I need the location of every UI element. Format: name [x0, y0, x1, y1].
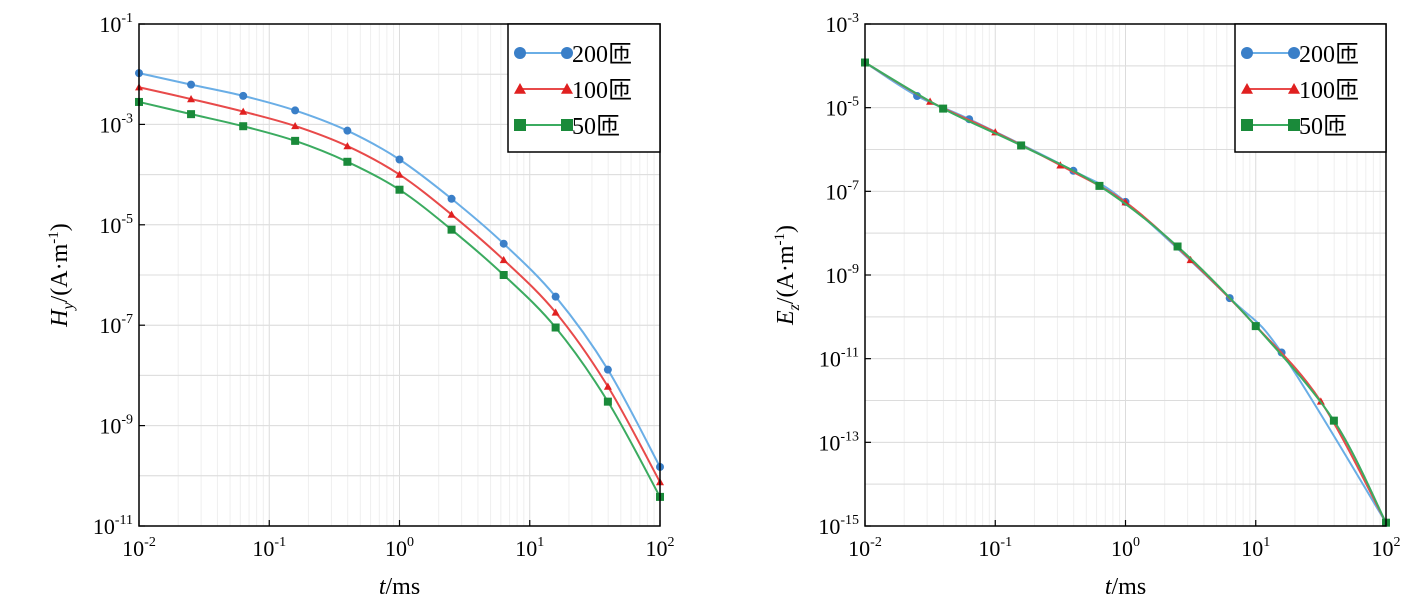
data-point [291, 136, 300, 145]
legend-entry: 100匝 [514, 78, 632, 104]
y-axis-label: Hy/(A·m-1) [46, 223, 77, 328]
x-tick-label: 10-1 [978, 535, 1012, 561]
x-axis-label: t/ms [379, 574, 420, 600]
data-point [551, 292, 560, 301]
data-point [447, 210, 456, 218]
data-point [187, 110, 196, 119]
data-point [551, 323, 560, 332]
legend-entry: 100匝 [1241, 78, 1359, 104]
data-point [1241, 119, 1253, 131]
data-point [514, 119, 526, 131]
series-line [138, 86, 661, 483]
data-point [395, 185, 404, 194]
data-point [514, 83, 526, 94]
data-point [395, 170, 404, 178]
data-point [187, 95, 196, 103]
data-point [603, 365, 612, 374]
data-point [447, 194, 456, 203]
y-tick-label: 10-11 [93, 513, 133, 539]
legend: 200匝 100匝 50匝 [1234, 23, 1387, 153]
data-point [551, 308, 560, 316]
legend-label: 100匝 [572, 78, 632, 104]
legend-label: 50匝 [572, 114, 620, 140]
y-tick-label: 10-9 [99, 413, 133, 439]
legend-entry: 50匝 [1241, 114, 1347, 140]
data-point [1288, 83, 1300, 94]
data-point [1241, 47, 1253, 59]
x-tick-label: 101 [515, 535, 544, 561]
legend-label: 100匝 [1299, 78, 1359, 104]
x-tick-label: 100 [1111, 535, 1140, 561]
data-point [499, 239, 508, 248]
data-point [343, 157, 352, 166]
y-tick-label: 10-5 [99, 212, 133, 238]
data-point [1288, 119, 1300, 131]
legend-label: 200匝 [1299, 42, 1359, 68]
data-point [239, 91, 248, 100]
data-point [603, 397, 612, 406]
data-point [1241, 83, 1253, 94]
chart-panel-2: 10-2 10-1 100 101 102 10-15 10-13 10-11 10-9 10-7… [772, 11, 1401, 600]
data-point [1329, 416, 1338, 425]
data-point [561, 119, 573, 131]
legend-entry: 200匝 [1241, 42, 1359, 68]
data-point [499, 255, 508, 264]
x-tick-label: 102 [646, 535, 675, 561]
y-tick-label: 10-15 [818, 513, 859, 539]
y-tick-label: 10-9 [825, 262, 859, 288]
x-tick-label: 100 [385, 535, 414, 561]
data-point [561, 47, 573, 59]
x-tick-label: 10-1 [252, 535, 286, 561]
data-point [1095, 181, 1104, 190]
data-point [343, 126, 352, 135]
data-point [291, 121, 300, 130]
y-tick-label: 10-1 [99, 11, 133, 37]
y-tick-label: 10-7 [825, 178, 859, 204]
grid [138, 23, 660, 527]
data-point [187, 80, 196, 89]
series-1 [135, 69, 664, 471]
data-point [939, 104, 948, 113]
data-point [447, 225, 456, 234]
data-point [1017, 141, 1026, 150]
data-point [239, 122, 248, 131]
data-point [514, 47, 526, 59]
data-point [1288, 47, 1300, 59]
legend-label: 50匝 [1299, 114, 1347, 140]
series-line [138, 72, 661, 468]
y-tick-label: 10-3 [99, 111, 133, 137]
series-line [138, 100, 661, 498]
legend-label: 200匝 [572, 42, 632, 68]
legend: 200匝 100匝 50匝 [507, 23, 661, 153]
chart-panel-1: 10-2 10-1 100 101 102 10-11 10-9 10-7 10-5 10-3 10… [46, 11, 675, 600]
x-tick-label: 102 [1372, 535, 1401, 561]
data-point [561, 83, 573, 94]
y-axis-label: Ez/(A·m-1) [772, 225, 803, 326]
data-point [1173, 242, 1182, 251]
y-tick-label: 10-11 [819, 346, 859, 372]
x-axis-label: t/ms [1105, 574, 1146, 600]
x-tick-label: 10-2 [848, 535, 882, 561]
grid [864, 23, 1386, 527]
y-tick-label: 10-5 [825, 95, 859, 121]
series-line [864, 61, 1387, 524]
data-point [239, 107, 248, 115]
data-point [1251, 322, 1260, 331]
data-point [395, 155, 404, 164]
data-point [499, 271, 508, 279]
y-tick-label: 10-7 [99, 312, 133, 338]
y-tick-label: 10-13 [818, 429, 859, 455]
legend-entry: 50匝 [514, 114, 620, 140]
data-point [343, 142, 352, 150]
x-tick-label: 101 [1241, 535, 1270, 561]
series-2 [135, 83, 664, 486]
data-point [291, 106, 300, 115]
data-point [603, 382, 612, 390]
y-tick-label: 10-3 [825, 11, 859, 37]
legend-entry: 200匝 [514, 42, 632, 68]
x-tick-label: 10-2 [122, 535, 156, 561]
